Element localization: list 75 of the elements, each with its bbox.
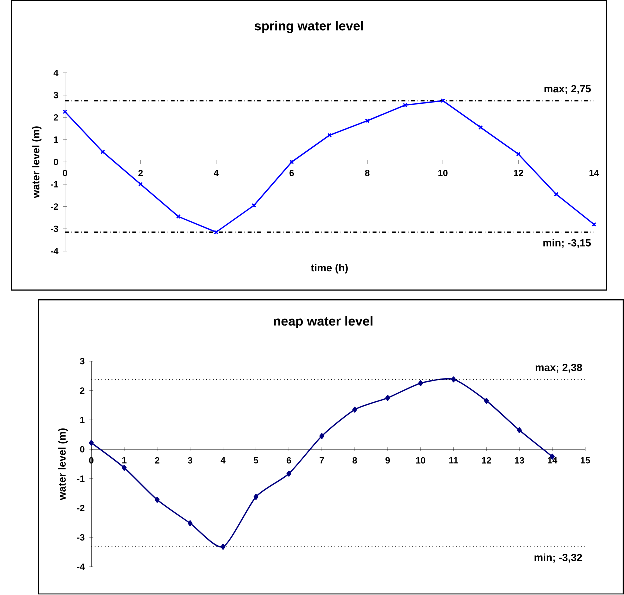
point — [138, 182, 144, 187]
point — [220, 544, 226, 550]
x-tick-label: 8 — [365, 170, 370, 177]
x-tick-label: 7 — [320, 457, 324, 464]
y-tick-label: -1 — [77, 476, 85, 482]
point — [451, 376, 456, 383]
point — [386, 395, 390, 402]
point — [290, 160, 294, 165]
x-tick-label: 10 — [416, 457, 426, 464]
y-tick-label: -4 — [50, 248, 59, 255]
point — [365, 118, 370, 124]
x-tick-label: 10 — [438, 170, 448, 177]
ref-line-label: max; 2,38 — [536, 364, 582, 373]
point — [252, 203, 256, 208]
point — [478, 125, 484, 130]
y-tick-label: -3 — [50, 226, 58, 232]
point — [286, 471, 292, 477]
x-tick-label: 1 — [122, 457, 127, 464]
y-tick-label: 1 — [80, 417, 85, 424]
x-tick-label: 12 — [482, 457, 492, 464]
point — [516, 152, 521, 157]
y-tick-label: -2 — [50, 204, 58, 210]
y-tick-label: -3 — [77, 534, 85, 541]
x-tick-label: 12 — [514, 170, 524, 176]
point — [254, 494, 259, 500]
point — [320, 433, 324, 440]
x-tick-label: 14 — [590, 170, 600, 176]
y-tick-label: 4 — [54, 70, 59, 76]
x-tick-label: 2 — [155, 457, 160, 464]
point — [352, 407, 358, 413]
ref-line-label: max; 2,75 — [544, 85, 592, 94]
ref-line-label: min; -3,32 — [534, 554, 582, 564]
x-tick-label: 5 — [254, 457, 258, 464]
point — [484, 398, 490, 404]
y-tick-label: 0 — [80, 446, 85, 453]
point — [418, 380, 424, 387]
y-axis-title: water level (m) — [58, 428, 68, 500]
point — [517, 428, 522, 434]
x-tick-label: 15 — [581, 457, 590, 464]
point — [327, 133, 332, 138]
x-tick-label: 4 — [214, 170, 219, 176]
y-tick-label: 2 — [54, 114, 58, 121]
point — [176, 214, 181, 220]
x-tick-label: 6 — [286, 457, 292, 464]
point — [440, 98, 446, 104]
x-axis-title: time (h) — [311, 264, 348, 274]
y-tick-label: 2 — [80, 388, 85, 394]
point — [155, 497, 160, 504]
y-tick-label: 3 — [80, 358, 85, 365]
chart-title: neap water level — [274, 316, 373, 329]
y-tick-label: -4 — [77, 564, 85, 570]
x-tick-label: 11 — [450, 457, 458, 464]
point — [188, 520, 193, 527]
y-tick-label: -1 — [50, 181, 58, 188]
ref-line-label: min; -3,15 — [544, 239, 592, 248]
x-tick-label: 4 — [220, 457, 226, 464]
x-tick-label: 14 — [548, 457, 558, 464]
x-tick-label: 2 — [138, 170, 143, 176]
x-tick-label: 9 — [386, 457, 390, 464]
x-tick-label: 13 — [515, 457, 524, 464]
point — [214, 230, 219, 235]
point — [100, 150, 106, 155]
x-tick-label: 3 — [188, 457, 193, 464]
y-tick-label: -2 — [77, 505, 85, 512]
x-tick-label: 6 — [290, 170, 294, 177]
point — [122, 465, 127, 472]
y-tick-label: 3 — [54, 92, 58, 99]
y-axis-title: water level (m) — [32, 126, 42, 198]
x-tick-label: 8 — [352, 457, 358, 464]
point — [554, 192, 559, 197]
chart-title: spring water level — [254, 21, 364, 34]
y-tick-label: 1 — [54, 136, 58, 144]
point — [89, 440, 94, 446]
y-tick-label: 0 — [54, 159, 58, 166]
point — [403, 103, 408, 108]
